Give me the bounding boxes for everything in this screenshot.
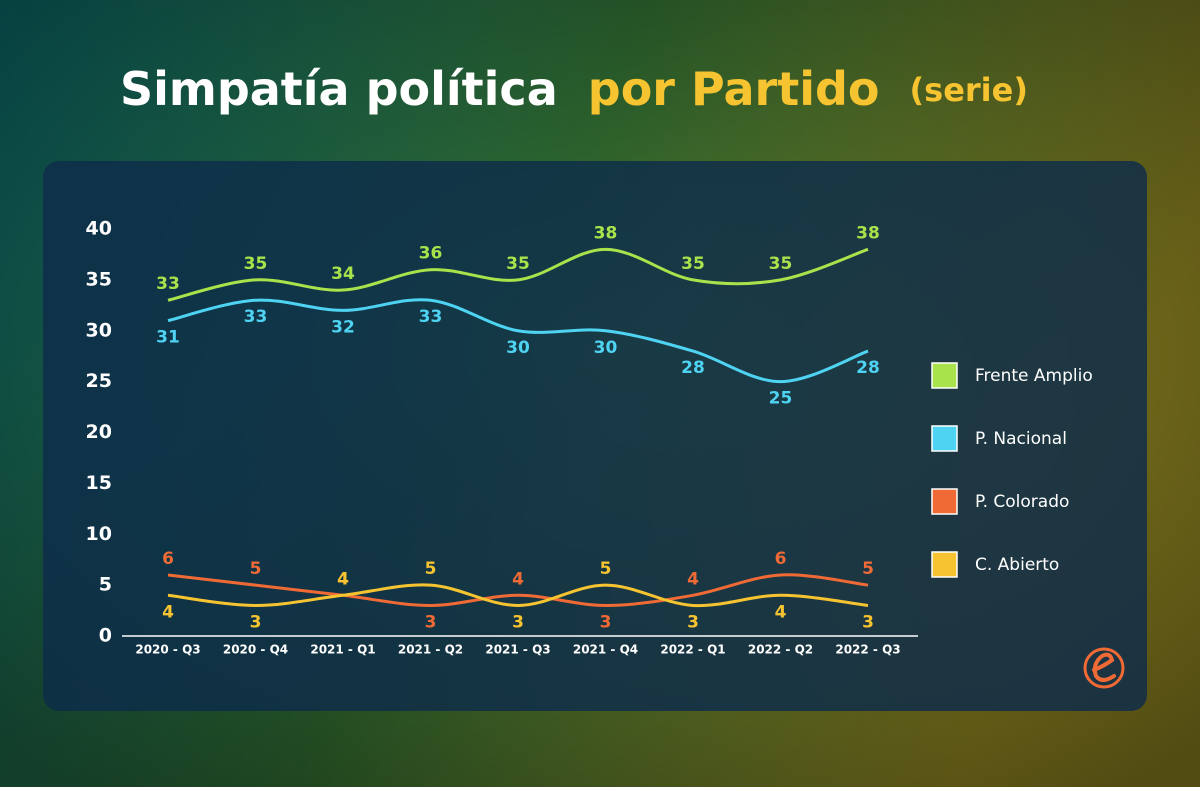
- data-label: 5: [250, 559, 262, 579]
- data-label: 3: [425, 612, 437, 632]
- x-tick-label: 2020 - Q4: [223, 643, 288, 657]
- data-label: 35: [769, 254, 793, 274]
- data-label: 4: [337, 569, 349, 589]
- data-label: 34: [331, 264, 355, 284]
- data-label: 3: [512, 612, 524, 632]
- y-tick-label: 25: [86, 370, 112, 392]
- data-label: 28: [681, 358, 705, 378]
- data-label: 3: [250, 612, 262, 632]
- legend-label: Frente Amplio: [975, 366, 1093, 386]
- legend-swatch: [931, 425, 958, 452]
- data-label: 4: [162, 602, 174, 622]
- data-label: 5: [600, 559, 612, 579]
- data-label: 6: [775, 549, 787, 569]
- legend-label: C. Abierto: [975, 555, 1059, 575]
- x-tick-label: 2021 - Q1: [310, 643, 375, 657]
- data-label: 36: [419, 244, 443, 264]
- data-label: 4: [775, 602, 787, 622]
- data-label: 6: [162, 549, 174, 569]
- legend-swatch: [931, 488, 958, 515]
- y-tick-label: 0: [99, 625, 112, 647]
- y-tick-label: 30: [86, 319, 112, 341]
- data-label: 5: [425, 559, 437, 579]
- data-label: 33: [156, 274, 180, 294]
- data-label: 31: [156, 328, 180, 348]
- data-label: 3: [687, 612, 699, 632]
- y-tick-label: 40: [86, 218, 112, 240]
- data-label: 30: [506, 338, 530, 358]
- data-label: 3: [600, 612, 612, 632]
- x-tick-label: 2021 - Q3: [485, 643, 550, 657]
- x-tick-label: 2021 - Q2: [398, 643, 463, 657]
- x-tick-label: 2022 - Q2: [748, 643, 813, 657]
- data-label: 35: [681, 254, 705, 274]
- x-tick-label: 2022 - Q3: [835, 643, 900, 657]
- series-line: [167, 583, 869, 608]
- chart-title: Simpatía política por Partido (serie): [120, 62, 1028, 116]
- y-tick-label: 5: [99, 574, 112, 596]
- data-label: 4: [337, 569, 349, 589]
- title-suffix: (serie): [910, 71, 1028, 109]
- data-label: 3: [862, 612, 874, 632]
- logo: [1083, 647, 1125, 689]
- series-line: [167, 298, 869, 384]
- data-label: 33: [419, 307, 443, 327]
- data-label: 4: [512, 569, 524, 589]
- title-highlight: por Partido: [588, 62, 880, 116]
- y-tick-label: 35: [86, 268, 112, 290]
- data-label: 38: [594, 223, 618, 243]
- y-tick-label: 10: [86, 523, 112, 545]
- data-label: 30: [594, 338, 618, 358]
- x-tick-label: 2021 - Q4: [573, 643, 638, 657]
- y-tick-label: 20: [86, 421, 112, 443]
- series-line: [167, 247, 869, 302]
- title-main: Simpatía política: [120, 62, 558, 116]
- series-line: [167, 573, 869, 607]
- data-label: 33: [244, 307, 268, 327]
- data-label: 32: [331, 317, 355, 337]
- data-label: 35: [244, 254, 268, 274]
- chart-panel: [43, 161, 1147, 711]
- data-label: 25: [769, 389, 793, 409]
- legend-label: P. Nacional: [975, 429, 1067, 449]
- data-label: 28: [856, 358, 880, 378]
- x-tick-label: 2022 - Q1: [660, 643, 725, 657]
- legend-swatch: [931, 551, 958, 578]
- data-label: 38: [856, 223, 880, 243]
- y-tick-label: 15: [86, 472, 112, 494]
- legend-swatch: [931, 362, 958, 389]
- x-tick-label: 2020 - Q3: [135, 643, 200, 657]
- data-label: 4: [687, 569, 699, 589]
- data-label: 35: [506, 254, 530, 274]
- legend-label: P. Colorado: [975, 492, 1069, 512]
- data-label: 5: [862, 559, 874, 579]
